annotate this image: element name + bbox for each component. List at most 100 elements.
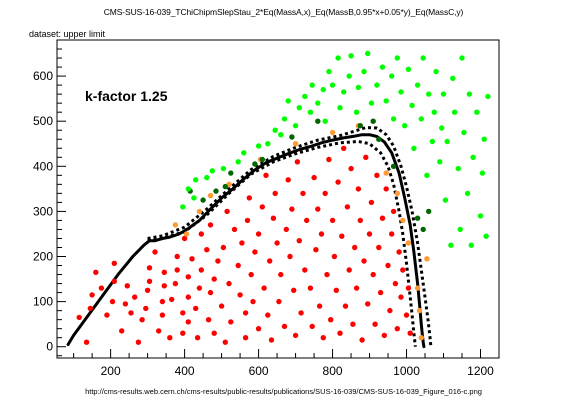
excluded-point bbox=[385, 262, 391, 269]
excluded-point bbox=[194, 335, 201, 341]
allowed-point bbox=[322, 118, 328, 124]
excluded-point bbox=[143, 305, 149, 312]
excluded-point bbox=[315, 206, 321, 212]
excluded-point bbox=[89, 292, 95, 298]
excluded-point bbox=[326, 156, 332, 163]
y-tick-label-300: 300 bbox=[33, 204, 53, 218]
excluded-point bbox=[377, 289, 384, 296]
excluded-point bbox=[396, 249, 402, 255]
y-tick-label-400: 400 bbox=[33, 159, 53, 173]
near-allowed-point bbox=[390, 163, 397, 169]
allowed-point bbox=[337, 105, 343, 111]
borderline-point bbox=[424, 256, 430, 262]
excluded-point bbox=[211, 276, 217, 282]
excluded-point bbox=[255, 326, 262, 332]
near-allowed-point bbox=[213, 188, 219, 194]
excluded-point bbox=[185, 319, 191, 325]
excluded-point bbox=[342, 303, 349, 309]
excluded-point bbox=[296, 238, 302, 244]
excluded-point bbox=[370, 271, 376, 278]
allowed-point bbox=[204, 174, 210, 181]
excluded-point bbox=[329, 217, 336, 224]
excluded-point bbox=[379, 215, 386, 221]
allowed-point bbox=[414, 82, 421, 88]
allowed-point bbox=[241, 150, 247, 156]
excluded-point bbox=[161, 283, 167, 289]
borderline-point bbox=[329, 129, 336, 136]
allowed-point bbox=[437, 159, 443, 165]
allowed-point bbox=[272, 127, 278, 133]
excluded-point bbox=[365, 301, 371, 307]
figure-title: CMS-SUS-16-039_TChiChipmSlepStau_2*Eq(Ma… bbox=[103, 7, 464, 17]
excluded-point bbox=[111, 278, 118, 284]
excluded-point bbox=[344, 204, 351, 210]
allowed-point bbox=[326, 68, 332, 75]
excluded-point bbox=[252, 249, 258, 255]
near-allowed-point bbox=[289, 134, 295, 140]
allowed-point bbox=[307, 109, 314, 115]
allowed-point bbox=[341, 89, 347, 95]
excluded-point bbox=[224, 208, 230, 215]
excluded-point bbox=[350, 321, 356, 327]
borderline-point bbox=[416, 307, 423, 314]
excluded-point bbox=[363, 154, 369, 160]
near-allowed-point bbox=[259, 156, 265, 163]
excluded-point bbox=[265, 312, 271, 318]
excluded-point bbox=[320, 335, 326, 341]
allowed-point bbox=[265, 141, 271, 147]
allowed-point bbox=[361, 68, 367, 75]
allowed-point bbox=[209, 168, 215, 174]
allowed-point bbox=[474, 109, 480, 115]
y-tick-label-100: 100 bbox=[33, 295, 53, 309]
allowed-point bbox=[281, 116, 288, 122]
excluded-point bbox=[152, 249, 158, 255]
excluded-point bbox=[374, 172, 380, 178]
allowed-point bbox=[461, 129, 467, 136]
excluded-point bbox=[196, 285, 203, 291]
excluded-point bbox=[333, 287, 339, 293]
excluded-point bbox=[359, 337, 365, 343]
excluded-point bbox=[341, 145, 347, 151]
allowed-point bbox=[470, 154, 476, 160]
excluded-point bbox=[174, 267, 180, 273]
excluded-point bbox=[159, 298, 166, 305]
excluded-point bbox=[98, 285, 105, 291]
allowed-point bbox=[466, 91, 473, 97]
excluded-point bbox=[387, 307, 393, 314]
allowed-point bbox=[389, 73, 395, 79]
borderline-point bbox=[207, 192, 214, 199]
excluded-point bbox=[204, 247, 210, 253]
allowed-point bbox=[457, 226, 463, 233]
allowed-point bbox=[180, 204, 186, 210]
excluded-point bbox=[394, 326, 400, 332]
excluded-point bbox=[231, 226, 238, 233]
excluded-point bbox=[180, 310, 186, 316]
curve-lower-line bbox=[147, 140, 417, 347]
allowed-point bbox=[459, 55, 465, 61]
allowed-point bbox=[420, 55, 426, 61]
excluded-point bbox=[335, 179, 341, 185]
excluded-point bbox=[313, 247, 319, 253]
axes-layer: 200 400 600 800 1000 1200 0 100 200 300 400 500 600 bbox=[33, 48, 494, 378]
excluded-point bbox=[220, 244, 227, 251]
excluded-point bbox=[316, 303, 323, 309]
borderline-point bbox=[183, 231, 190, 237]
allowed-point bbox=[185, 186, 191, 192]
borderline-point bbox=[383, 170, 389, 176]
curve-upper-line bbox=[147, 126, 433, 347]
near-allowed-point bbox=[370, 118, 376, 124]
allowed-point bbox=[485, 93, 491, 100]
curves-layer bbox=[66, 126, 433, 349]
excluded-point bbox=[311, 174, 317, 181]
allowed-point bbox=[477, 213, 484, 219]
excluded-point bbox=[139, 317, 145, 323]
excluded-point bbox=[302, 267, 308, 273]
excluded-point bbox=[400, 267, 406, 273]
allowed-point bbox=[315, 100, 321, 106]
excluded-point bbox=[124, 283, 130, 289]
excluded-point bbox=[104, 312, 110, 318]
allowed-point bbox=[464, 190, 471, 197]
excluded-point bbox=[119, 328, 125, 334]
excluded-point bbox=[353, 285, 360, 291]
excluded-point bbox=[383, 186, 389, 192]
